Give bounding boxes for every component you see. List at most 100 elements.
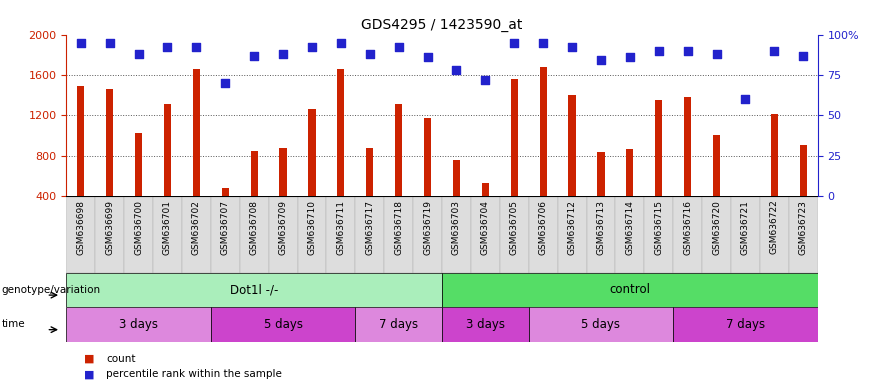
Bar [222,188,229,196]
FancyBboxPatch shape [644,196,674,273]
FancyBboxPatch shape [124,196,153,273]
FancyBboxPatch shape [153,196,182,273]
Bar [482,183,489,196]
Bar [309,109,316,196]
Bar [684,97,691,196]
Text: GSM636720: GSM636720 [712,200,721,255]
Text: 7 days: 7 days [726,318,765,331]
Text: GSM636706: GSM636706 [538,200,548,255]
Text: GSM636699: GSM636699 [105,200,114,255]
Text: GSM636712: GSM636712 [568,200,576,255]
Bar [453,160,460,196]
Bar [337,69,345,196]
Point [334,40,348,46]
Text: GSM636708: GSM636708 [249,200,259,255]
Point [276,51,290,57]
Point [189,45,203,51]
Text: GSM636705: GSM636705 [510,200,519,255]
Point [305,45,319,51]
FancyBboxPatch shape [413,196,442,273]
Point [565,45,579,51]
FancyBboxPatch shape [442,273,818,307]
Text: GSM636719: GSM636719 [423,200,432,255]
Point [392,45,406,51]
FancyBboxPatch shape [615,196,644,273]
FancyBboxPatch shape [182,196,210,273]
Text: GSM636710: GSM636710 [308,200,316,255]
Text: 5 days: 5 days [582,318,621,331]
Point [652,48,666,54]
Text: GSM636715: GSM636715 [654,200,663,255]
Point [681,48,695,54]
Bar [713,136,720,196]
Bar [771,114,778,196]
Text: GSM636722: GSM636722 [770,200,779,255]
Text: GSM636717: GSM636717 [365,200,374,255]
Title: GDS4295 / 1423590_at: GDS4295 / 1423590_at [362,18,522,32]
FancyBboxPatch shape [529,196,558,273]
Text: genotype/variation: genotype/variation [2,285,101,295]
FancyBboxPatch shape [674,196,702,273]
Text: ■: ■ [84,354,95,364]
Point [103,40,117,46]
FancyBboxPatch shape [442,307,529,342]
FancyBboxPatch shape [385,196,413,273]
Point [218,80,232,86]
Bar [598,152,605,196]
FancyBboxPatch shape [499,196,529,273]
Bar [568,95,575,196]
FancyBboxPatch shape [95,196,124,273]
Text: GSM636711: GSM636711 [336,200,346,255]
FancyBboxPatch shape [66,307,210,342]
Text: 3 days: 3 days [119,318,158,331]
Bar [366,149,373,196]
Text: GSM636703: GSM636703 [452,200,461,255]
FancyBboxPatch shape [355,307,442,342]
FancyBboxPatch shape [269,196,298,273]
FancyBboxPatch shape [760,196,789,273]
Bar [135,133,142,196]
Text: GSM636701: GSM636701 [163,200,172,255]
Bar [395,104,402,196]
FancyBboxPatch shape [240,196,269,273]
Text: GSM636709: GSM636709 [278,200,287,255]
Point [594,57,608,63]
Bar [539,67,547,196]
FancyBboxPatch shape [326,196,355,273]
Text: GSM636702: GSM636702 [192,200,201,255]
Point [449,67,463,73]
Text: GSM636714: GSM636714 [625,200,635,255]
Point [362,51,377,57]
Point [710,51,724,57]
FancyBboxPatch shape [674,307,818,342]
Bar [279,149,286,196]
Text: GSM636718: GSM636718 [394,200,403,255]
FancyBboxPatch shape [586,196,615,273]
Point [132,51,146,57]
Bar [424,118,431,196]
Bar [742,196,749,228]
FancyBboxPatch shape [702,196,731,273]
Bar [106,89,113,196]
Bar [626,149,634,196]
Point [507,40,522,46]
Text: GSM636700: GSM636700 [134,200,143,255]
Bar [655,100,662,196]
Point [160,45,174,51]
Text: 3 days: 3 days [466,318,505,331]
Point [73,40,88,46]
Bar [800,146,807,196]
Text: count: count [106,354,135,364]
Text: GSM636716: GSM636716 [683,200,692,255]
Point [536,40,550,46]
Bar [193,69,200,196]
FancyBboxPatch shape [471,196,499,273]
FancyBboxPatch shape [731,196,760,273]
Text: GSM636707: GSM636707 [221,200,230,255]
Text: ■: ■ [84,369,95,379]
Text: GSM636721: GSM636721 [741,200,750,255]
Text: GSM636698: GSM636698 [76,200,85,255]
FancyBboxPatch shape [789,196,818,273]
Point [248,53,262,59]
Point [478,77,492,83]
